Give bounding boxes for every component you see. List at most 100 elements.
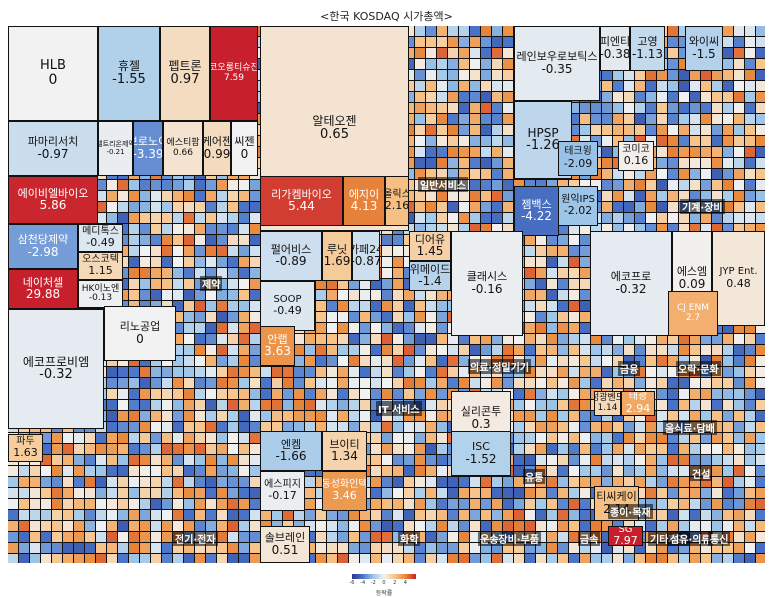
minor-stock-tile (162, 466, 172, 476)
stock-tile[interactable]: 코오롱티슈진 7.59 (210, 26, 258, 121)
stock-tile[interactable]: 에스피지 -0.17 (260, 471, 305, 511)
stock-tile[interactable]: ISC -1.52 (451, 431, 511, 476)
stock-tile[interactable]: JYP Ent. 0.48 (712, 231, 765, 326)
stock-tile[interactable]: 메디톡스 -0.49 (78, 224, 123, 252)
stock-tile[interactable]: 파마리서치 -0.97 (8, 121, 98, 176)
stock-tile[interactable]: HLB 0 (8, 26, 98, 121)
stock-tile[interactable]: HK이노엔 -0.13 (78, 280, 123, 308)
stock-tile[interactable]: 펄어비스 -0.89 (260, 231, 322, 281)
minor-stock-tile (195, 543, 205, 553)
stock-change: 7.97 (613, 534, 638, 546)
stock-tile[interactable]: 레인보우로보틱스 -0.35 (514, 26, 600, 101)
minor-stock-tile (602, 455, 612, 465)
minor-stock-tile (602, 103, 612, 113)
stock-tile[interactable]: 파두 1.63 (8, 434, 43, 462)
minor-stock-tile (305, 389, 315, 399)
minor-stock-tile (382, 323, 392, 333)
stock-tile[interactable]: 리가켐바이오 5.44 (260, 176, 343, 226)
stock-change: 0.51 (271, 542, 299, 557)
stock-tile[interactable]: 올릭스2.16 (385, 176, 409, 226)
minor-stock-tile (635, 422, 645, 432)
minor-stock-tile (514, 466, 524, 476)
minor-stock-tile (547, 334, 557, 344)
stock-tile[interactable]: 삼천당제약 -2.98 (8, 224, 78, 269)
minor-stock-tile (151, 356, 161, 366)
minor-stock-tile (679, 554, 689, 563)
stock-tile[interactable]: 테크윙 -2.09 (558, 141, 598, 176)
stock-tile[interactable]: 젬백스 -4.22 (514, 186, 559, 236)
minor-stock-tile (723, 26, 733, 36)
minor-stock-tile (261, 400, 271, 410)
minor-stock-tile (536, 279, 546, 289)
stock-tile[interactable]: 클래시스 -0.16 (451, 231, 523, 336)
stock-tile[interactable]: 씨젠 0 (231, 121, 258, 176)
stock-tile[interactable]: 에지이 4.13 (343, 176, 385, 226)
minor-stock-tile (602, 334, 612, 344)
stock-tile[interactable]: 와이씨 -1.5 (685, 26, 723, 71)
stock-tile[interactable]: 에이비엘바이오 5.86 (8, 176, 98, 224)
minor-stock-tile (712, 499, 722, 509)
minor-stock-tile (602, 202, 612, 212)
stock-tile[interactable]: 케어젠 0.99 (203, 121, 231, 176)
stock-tile[interactable]: 휴젤 -1.55 (98, 26, 160, 121)
minor-stock-tile (184, 301, 194, 311)
stock-tile[interactable]: 오스코텍 1.15 (78, 252, 123, 280)
minor-stock-tile (327, 554, 337, 563)
stock-tile[interactable]: 동성화인텍 3.46 (322, 471, 367, 511)
stock-tile[interactable]: 셀트리온제약 -0.21 (98, 121, 133, 176)
stock-tile[interactable]: CJ ENM 2.7 (668, 291, 718, 336)
minor-stock-tile (602, 147, 612, 157)
minor-stock-tile (679, 466, 689, 476)
minor-stock-tile (602, 70, 612, 80)
stock-tile[interactable]: 카페24-0.87 (352, 231, 380, 281)
minor-stock-tile (569, 499, 579, 509)
legend-gradient-bar (352, 574, 416, 579)
minor-stock-tile (514, 521, 524, 531)
stock-tile[interactable]: 피엔티 -0.38 (600, 26, 630, 71)
minor-stock-tile (41, 554, 51, 563)
stock-tile[interactable]: 네이처셀 29.88 (8, 269, 78, 309)
minor-stock-tile (217, 400, 227, 410)
minor-stock-tile (569, 279, 579, 289)
stock-tile[interactable]: 루닛 1.69 (322, 231, 352, 281)
stock-tile[interactable]: 성광벤드1.14 (594, 391, 621, 416)
minor-stock-tile (459, 334, 469, 344)
minor-stock-tile (734, 37, 744, 47)
stock-tile[interactable]: 태광 2.94 (621, 391, 655, 416)
minor-stock-tile (569, 510, 579, 520)
stock-tile[interactable]: 에코프로 -0.32 (590, 231, 672, 336)
minor-stock-tile (591, 466, 601, 476)
minor-stock-tile (184, 323, 194, 333)
stock-tile[interactable]: 디어유 1.45 (409, 231, 451, 261)
stock-name: 오스코텍 (82, 253, 119, 265)
minor-stock-tile (393, 455, 403, 465)
stock-change: 1.15 (88, 264, 113, 278)
stock-tile[interactable]: 리노공업 0 (104, 306, 176, 361)
minor-stock-tile (151, 235, 161, 245)
stock-change: -1.26 (526, 138, 560, 154)
minor-stock-tile (338, 290, 348, 300)
minor-stock-tile (129, 444, 139, 454)
stock-tile[interactable]: 안랩 3.63 (260, 326, 295, 366)
stock-tile[interactable]: 펩트론 0.97 (160, 26, 210, 121)
minor-stock-tile (481, 136, 491, 146)
stock-tile[interactable]: 에코프로비엠 -0.32 (8, 309, 104, 429)
stock-tile[interactable]: 위메이드 -1.4 (409, 261, 451, 291)
stock-tile[interactable]: 원익IPS -2.02 (558, 186, 598, 226)
stock-tile[interactable]: SOOP -0.49 (260, 281, 315, 331)
stock-tile[interactable]: 코미코 0.16 (618, 141, 654, 171)
minor-stock-tile (228, 411, 238, 421)
minor-stock-tile (393, 554, 403, 563)
stock-tile[interactable]: 보로노이-3.39 (133, 121, 163, 176)
stock-tile[interactable]: 엔켐 -1.66 (260, 431, 322, 471)
stock-tile[interactable]: 에스티팜 0.66 (163, 121, 203, 176)
minor-stock-tile (459, 125, 469, 135)
stock-tile[interactable]: 브이티 1.34 (322, 431, 367, 471)
minor-stock-tile (74, 477, 84, 487)
minor-stock-tile (371, 499, 381, 509)
stock-tile[interactable]: 고영 -1.13 (630, 26, 665, 71)
minor-stock-tile (459, 37, 469, 47)
stock-tile[interactable]: SG 7.97 (608, 526, 643, 546)
stock-tile[interactable]: 솔브레인 0.51 (260, 526, 310, 563)
minor-stock-tile (19, 499, 29, 509)
